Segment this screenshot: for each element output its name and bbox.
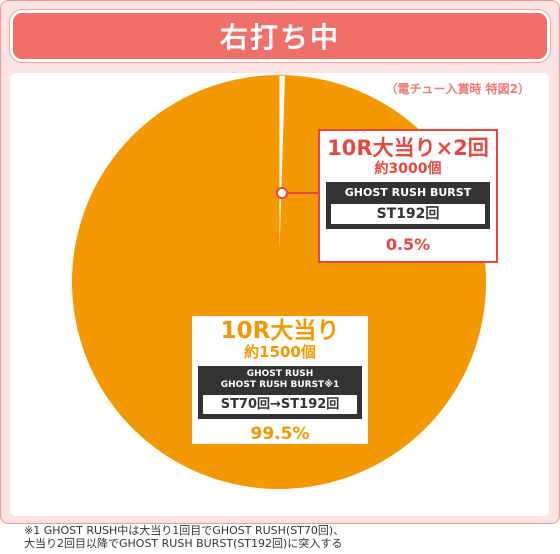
minor-slice-percent: 0.5% (385, 235, 431, 254)
chart-subtitle: （電チュー入賞時 特図2） (385, 82, 530, 96)
major-slice-mode-line2: GHOST RUSH BURST※1 (220, 380, 340, 390)
pie-slice-minor (278, 74, 287, 283)
minor-slice-leader-dot (276, 187, 288, 199)
footnote-line-1: ※1 GHOST RUSH中は大当り1回目でGHOST RUSH(ST70回)、 (24, 524, 345, 537)
chart-title: 右打ち中 (219, 21, 340, 54)
major-slice-callout: 10R大当り 約1500個 GHOST RUSH GHOST RUSH BURS… (192, 316, 368, 444)
minor-slice-st: ST192回 (330, 203, 486, 225)
header-banner: 右打ち中 (10, 10, 550, 62)
major-slice-mode-box: GHOST RUSH GHOST RUSH BURST※1 ST70回→ST19… (198, 366, 362, 419)
major-slice-mode-line1: GHOST RUSH (246, 369, 314, 379)
footnote-line-2: 大当り2回目以降でGHOST RUSH BURST(ST192回)に突入する (24, 537, 343, 550)
major-slice-st: ST70回→ST192回 (202, 394, 358, 415)
minor-slice-payout: 約3000個 (374, 161, 442, 177)
minor-slice-mode-box: GHOST RUSH BURST ST192回 (326, 182, 490, 229)
minor-slice-mode: GHOST RUSH BURST (344, 186, 472, 199)
major-slice-label: 10R大当り (220, 318, 340, 344)
minor-slice-callout: 10R大当り×2回 約3000個 GHOST RUSH BURST ST192回… (318, 129, 498, 263)
minor-slice-label: 10R大当り×2回 (327, 136, 489, 160)
footnote: ※1 GHOST RUSH中は大当り1回目でGHOST RUSH(ST70回)、… (24, 524, 344, 550)
major-slice-payout: 約1500個 (244, 343, 316, 361)
major-slice-percent: 99.5% (250, 424, 310, 444)
